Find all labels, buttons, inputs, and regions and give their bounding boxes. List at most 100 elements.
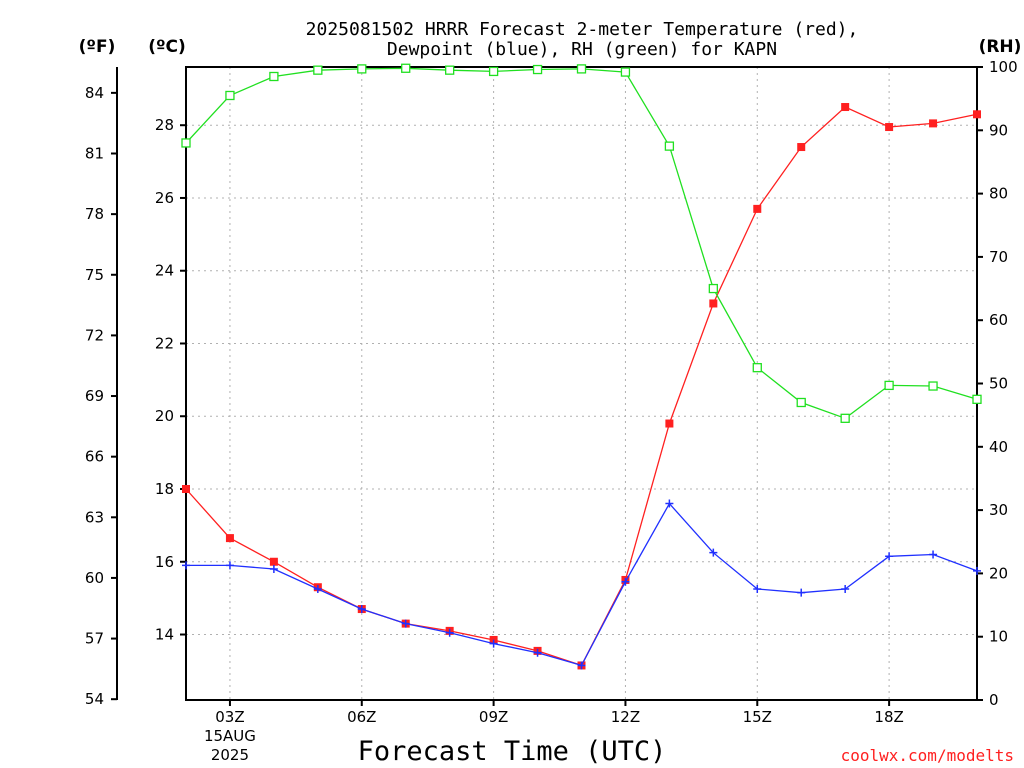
time-tick-label: 18Z (874, 708, 903, 726)
rh-point (269, 71, 279, 82)
time-tick-label: 12Z (611, 708, 640, 726)
celsius-tick-label: 26 (155, 189, 174, 207)
celsius-tick-label: 22 (155, 334, 174, 352)
dewpoint-point (313, 585, 322, 594)
temperature-point (797, 143, 806, 152)
x-axis-label: Forecast Time (UTC) (358, 736, 667, 767)
dewpoint-point (357, 605, 366, 614)
dewpoint-point (445, 628, 454, 637)
fahrenheit-tick-label: 78 (85, 205, 104, 223)
fahrenheit-tick-label: 57 (85, 630, 104, 648)
rh-point (796, 397, 806, 408)
temperature-point (973, 110, 981, 119)
dewpoint-point (885, 552, 894, 561)
fahrenheit-tick-label: 72 (85, 326, 104, 344)
temperature-point (841, 103, 850, 112)
date-label-day: 15AUG (204, 727, 256, 745)
chart-title-line1: 2025081502 HRRR Forecast 2-meter Tempera… (306, 19, 859, 40)
rh-point (884, 380, 894, 391)
fahrenheit-unit-label: (ºF) (79, 37, 116, 57)
time-tick-label: 03Z (215, 708, 244, 726)
celsius-tick-label: 20 (155, 407, 174, 425)
time-tick-label: 09Z (479, 708, 508, 726)
rh-point (840, 413, 850, 423)
rh-unit-label: (RH) (979, 37, 1022, 57)
rh-point (620, 67, 631, 77)
celsius-tick-label: 24 (155, 262, 174, 280)
fahrenheit-tick-label: 81 (85, 145, 104, 163)
dewpoint-point (709, 548, 718, 557)
temperature-point (225, 534, 234, 543)
rh-tick-label: 40 (989, 438, 1008, 456)
rh-point (708, 283, 718, 294)
dewpoint-point (621, 577, 630, 586)
rh-point (972, 394, 982, 404)
rh-point (752, 363, 762, 373)
fahrenheit-tick-label: 75 (85, 266, 104, 284)
date-label-year: 2025 (211, 746, 249, 764)
temperature-series (182, 103, 981, 670)
series-layer (181, 63, 982, 670)
temperature-point (182, 485, 190, 493)
fahrenheit-tick-label: 84 (85, 84, 104, 102)
fahrenheit-axis: 54 57 60 63 66 69 72 75 78 81 84 (85, 84, 117, 708)
dewpoint-series (182, 499, 981, 670)
plot-frame (185, 66, 978, 701)
dewpoint-point (577, 661, 586, 670)
rh-point (313, 65, 323, 75)
rh-point (225, 90, 235, 101)
rh-tick-label: 0 (989, 691, 999, 709)
rh-tick-label: 80 (989, 185, 1008, 203)
rh-tick-label: 10 (989, 628, 1008, 646)
temperature-point (929, 119, 938, 128)
rh-point (181, 138, 191, 148)
dewpoint-point (269, 565, 278, 574)
rh-point (664, 141, 675, 151)
celsius-tick-label: 14 (155, 626, 174, 644)
rh-series (181, 63, 982, 423)
fahrenheit-tick-label: 69 (85, 387, 104, 405)
fahrenheit-tick-label: 63 (85, 508, 104, 526)
temperature-point (753, 204, 762, 213)
temperature-line (185, 106, 978, 667)
rh-point (401, 63, 411, 73)
celsius-tick-label: 18 (155, 480, 174, 498)
dewpoint-point (489, 639, 498, 648)
rh-point (532, 64, 543, 75)
dewpoint-point (841, 585, 850, 594)
rh-line (185, 67, 978, 420)
rh-point (357, 64, 367, 74)
time-tick-label: 06Z (347, 708, 376, 726)
rh-tick-label: 30 (989, 501, 1008, 519)
rh-tick-label: 20 (989, 564, 1008, 582)
dewpoint-point (225, 561, 234, 570)
dewpoint-point (797, 588, 806, 597)
dewpoint-point (182, 561, 190, 570)
rh-point (488, 66, 499, 77)
celsius-unit-label: (ºC) (148, 37, 186, 57)
celsius-tick-label: 28 (155, 116, 174, 134)
celsius-tick-label: 16 (155, 553, 174, 571)
dewpoint-point (665, 499, 674, 508)
rh-point (576, 64, 587, 74)
rh-axis: 0 10 20 30 40 50 60 70 80 90 100 (977, 58, 1018, 709)
temperature-point (665, 419, 674, 428)
rh-tick-label: 100 (989, 58, 1018, 76)
chart-title-line2: Dewpoint (blue), RH (green) for KAPN (387, 39, 777, 60)
fahrenheit-tick-label: 60 (85, 569, 104, 587)
rh-tick-label: 50 (989, 375, 1008, 393)
temperature-point (709, 299, 718, 308)
rh-tick-label: 70 (989, 248, 1008, 266)
fahrenheit-tick-label: 66 (85, 448, 104, 466)
dewpoint-point (753, 585, 762, 594)
rh-point (928, 381, 938, 391)
dewpoint-point (401, 619, 410, 628)
rh-tick-label: 90 (989, 121, 1008, 139)
celsius-axis: 14 16 18 20 22 24 26 28 (155, 116, 186, 644)
temperature-point (269, 557, 278, 566)
rh-tick-label: 60 (989, 311, 1008, 329)
dewpoint-point (533, 648, 542, 657)
time-tick-label: 15Z (743, 708, 772, 726)
